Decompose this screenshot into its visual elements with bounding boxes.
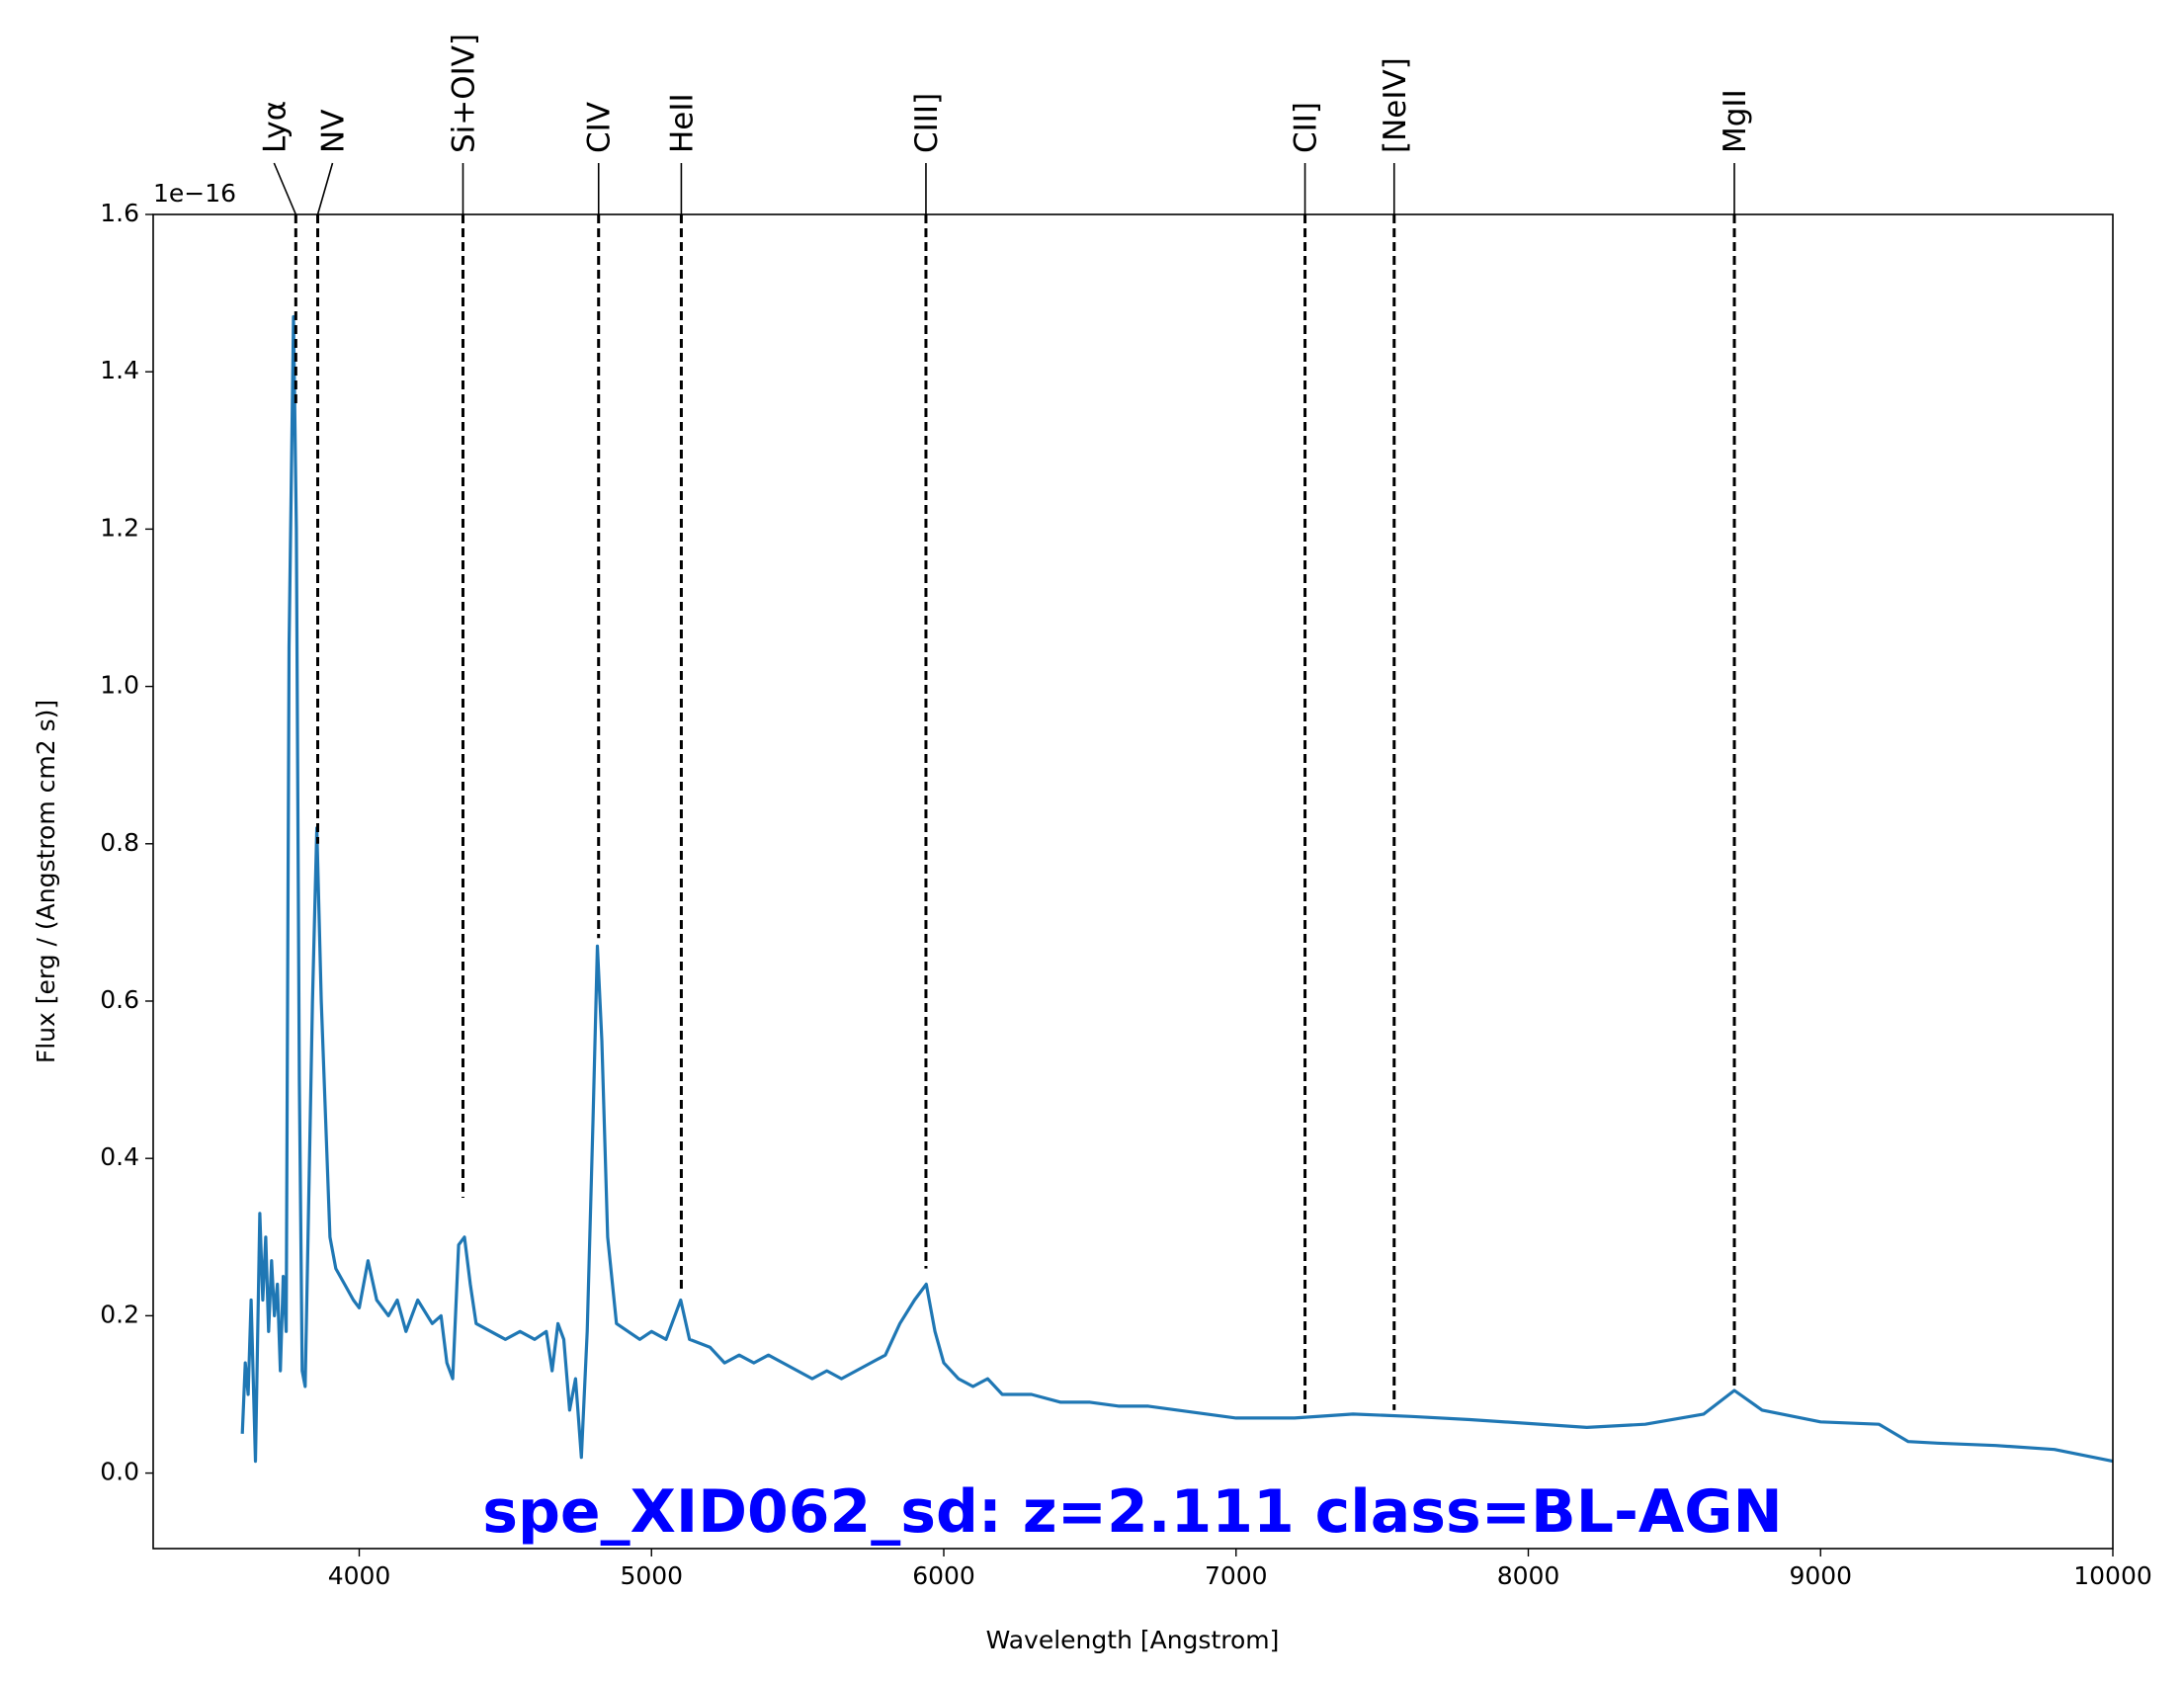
y-tick-label: 0.0 — [100, 1458, 139, 1486]
label-connector — [316, 162, 334, 215]
y-tick-label: 1.6 — [100, 199, 139, 227]
x-tick-label: 9000 — [1789, 1561, 1852, 1590]
x-tick-label: 8000 — [1497, 1561, 1560, 1590]
spectrum-line — [240, 314, 2114, 1464]
emission-label: CIV — [582, 102, 618, 153]
chart-title: spe_XID062_sd: z=2.111 class=BL-AGN — [482, 1477, 1783, 1547]
y-tick-label: 0.4 — [100, 1142, 139, 1171]
emission-label: Si+OIV] — [446, 34, 481, 153]
y-tick-label: 0.6 — [100, 985, 139, 1014]
plot-frame — [152, 213, 2114, 1550]
x-tick-label: 6000 — [912, 1561, 975, 1590]
y-tick-label: 1.2 — [100, 513, 139, 542]
y-tick-label: 0.8 — [100, 828, 139, 857]
emission-label: NV — [316, 110, 352, 153]
y-axis-label: Flux [erg / (Angstrom cm2 s)] — [32, 700, 60, 1063]
x-tick-label: 10000 — [2073, 1561, 2152, 1590]
x-tick-label: 5000 — [620, 1561, 683, 1590]
y-tick-label: 1.0 — [100, 671, 139, 700]
y-tick-label: 1.4 — [100, 356, 139, 384]
y-tick-label: 0.2 — [100, 1300, 139, 1328]
emission-label: HeII — [664, 93, 700, 153]
x-tick-label: 4000 — [328, 1561, 391, 1590]
x-tick-label: 7000 — [1205, 1561, 1268, 1590]
emission-label: [NeIV] — [1378, 57, 1413, 153]
emission-label: MgII — [1718, 89, 1753, 153]
emission-label: CIII] — [909, 93, 945, 153]
label-connector — [273, 162, 297, 215]
y-offset-label: 1e−16 — [153, 179, 236, 208]
x-axis-label: Wavelength [Angstrom] — [986, 1626, 1280, 1654]
emission-label: CII] — [1289, 102, 1324, 153]
emission-label: Lyα — [257, 101, 293, 153]
